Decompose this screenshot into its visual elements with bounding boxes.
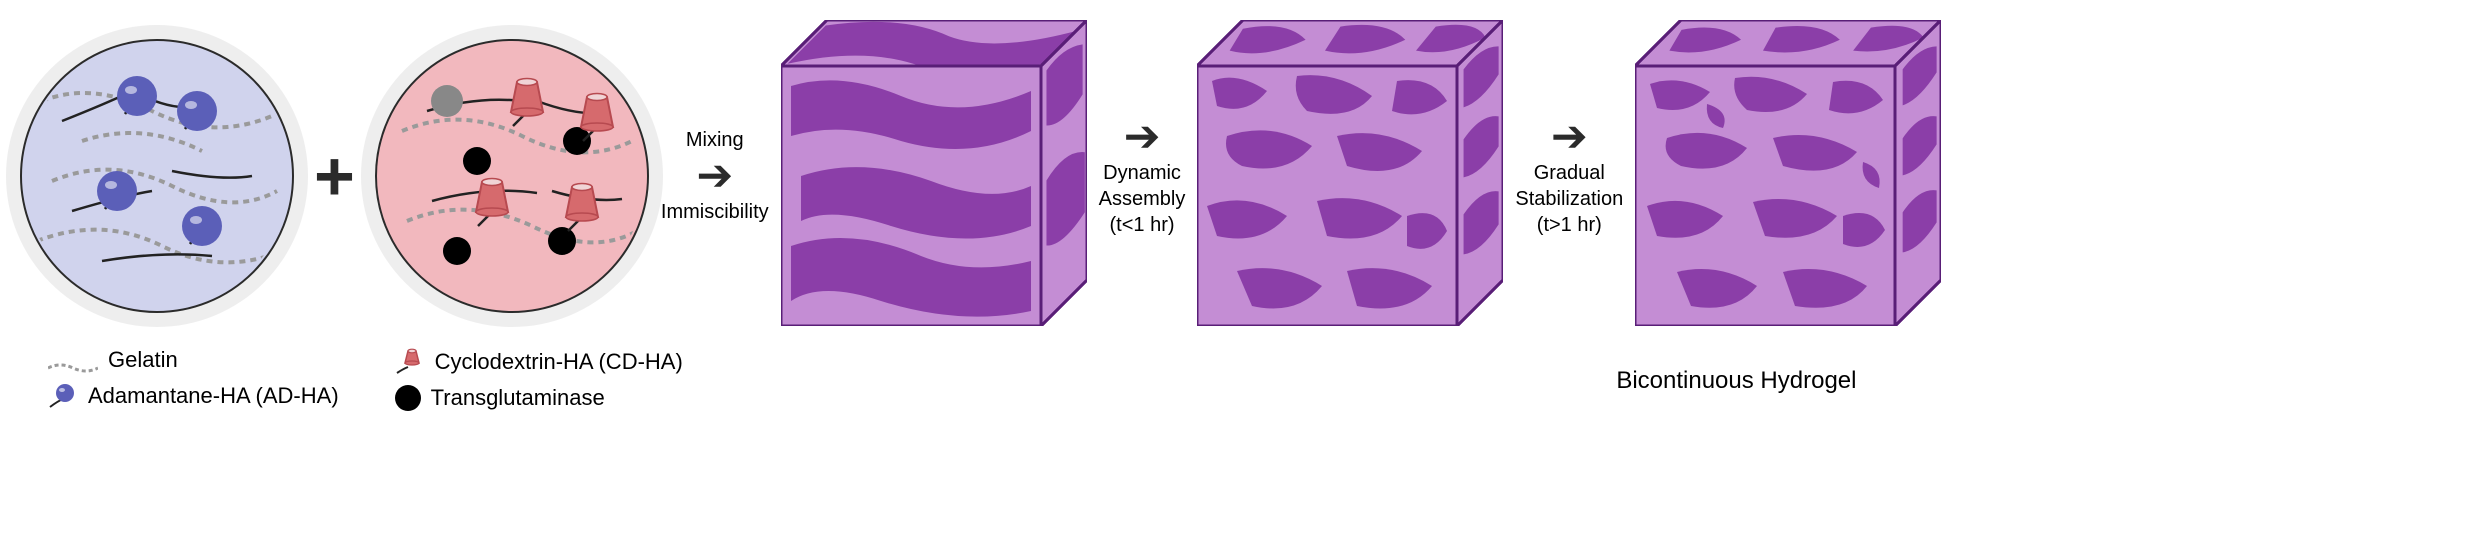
caption-wrap: Bicontinuous Hydrogel <box>1003 339 2470 395</box>
cube-stage3 <box>1635 20 1941 331</box>
arrow-icon: ➔ <box>1124 115 1161 159</box>
cube-stage1 <box>781 20 1087 331</box>
circle2-contents <box>377 41 647 311</box>
legend-item-cd-ha: Cyclodextrin-HA (CD-HA) <box>395 347 683 377</box>
legend-gelatin-label: Gelatin <box>108 347 178 373</box>
solution-circle-cd-ha <box>375 39 649 313</box>
ad-ha-icon <box>48 381 78 411</box>
arrow1-label-bottom: Immiscibility <box>661 200 769 224</box>
arrow2-label-top: Dynamic <box>1103 161 1181 185</box>
legend-item-gelatin: Gelatin <box>48 347 339 373</box>
arrow3-label-mid: Stabilization <box>1515 187 1623 211</box>
main-row: + Mixing ➔ Immiscibility ➔ Dynamic Assem… <box>20 20 2470 331</box>
cd-ha-icon <box>395 347 425 377</box>
arrow2-label-mid: Assembly <box>1099 187 1186 211</box>
legend-ad-ha-label: Adamantane-HA (AD-HA) <box>88 383 339 409</box>
solution-circle-ad-ha <box>20 39 294 313</box>
legend-item-ad-ha: Adamantane-HA (AD-HA) <box>48 381 339 411</box>
bottom-row: Gelatin Adamantane-HA (AD-HA) <box>20 339 2470 411</box>
legend-transg-label: Transglutaminase <box>431 385 605 411</box>
arrow3-label-top: Gradual <box>1534 161 1605 185</box>
caption: Bicontinuous Hydrogel <box>1003 367 2470 395</box>
legend-col-1: Gelatin Adamantane-HA (AD-HA) <box>48 347 339 411</box>
diagram-container: + Mixing ➔ Immiscibility ➔ Dynamic Assem… <box>20 20 2470 411</box>
gelatin-icon <box>48 354 98 366</box>
arrow-icon: ➔ <box>696 154 733 198</box>
circle1-contents <box>22 41 292 311</box>
plus-symbol: + <box>314 136 355 216</box>
arrow-block-stabilization: ➔ Gradual Stabilization (t>1 hr) <box>1515 115 1623 237</box>
legend-col-2: Cyclodextrin-HA (CD-HA) Transglutaminase <box>395 347 683 411</box>
legend-cd-ha-label: Cyclodextrin-HA (CD-HA) <box>435 349 683 375</box>
arrow2-label-bottom: (t<1 hr) <box>1110 213 1175 237</box>
arrow3-label-bottom: (t>1 hr) <box>1537 213 1602 237</box>
cube-stage2 <box>1197 20 1503 331</box>
legend-item-transg: Transglutaminase <box>395 385 683 411</box>
arrow1-label-top: Mixing <box>686 128 744 152</box>
arrow-block-assembly: ➔ Dynamic Assembly (t<1 hr) <box>1099 115 1186 237</box>
arrow-icon: ➔ <box>1551 115 1588 159</box>
transglutaminase-icon <box>395 385 421 411</box>
arrow-block-mixing: Mixing ➔ Immiscibility <box>661 128 769 224</box>
legend: Gelatin Adamantane-HA (AD-HA) <box>48 347 683 411</box>
